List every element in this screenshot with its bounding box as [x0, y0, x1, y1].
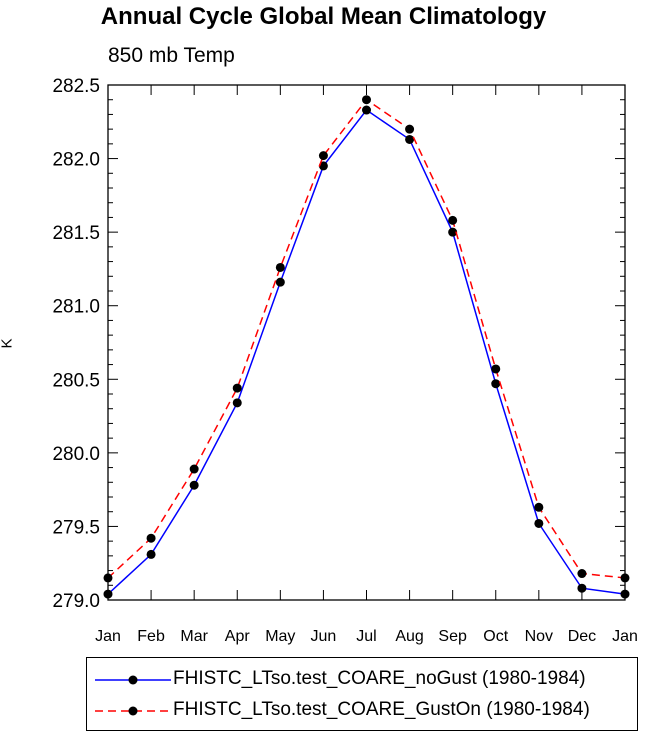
- x-tick-label: May: [265, 628, 295, 645]
- y-tick-label: 280.0: [52, 444, 100, 465]
- series-1-point: [146, 549, 156, 559]
- legend-entry-series-2: FHISTC_LTso.test_COARE_GustOn (1980-1984…: [87, 696, 637, 726]
- x-tick-label: Jul: [356, 628, 376, 645]
- x-tick-label: Feb: [137, 628, 165, 645]
- series-2-point: [362, 95, 371, 105]
- series-1-point: [103, 589, 113, 599]
- x-tick-label: Apr: [225, 628, 251, 645]
- series-2-point: [448, 215, 458, 225]
- legend-label-series-2: FHISTC_LTso.test_COARE_GustOn (1980-1984…: [173, 699, 590, 720]
- series-1-point: [620, 589, 630, 599]
- x-tick-label: Dec: [568, 628, 596, 645]
- series-2-point: [275, 262, 285, 272]
- legend-entry-series-1: FHISTC_LTso.test_COARE_noGust (1980-1984…: [87, 665, 637, 695]
- y-tick-label: 281.5: [52, 223, 100, 244]
- y-tick-label: 279.5: [52, 517, 100, 538]
- series-2-point: [577, 569, 587, 579]
- series-2-point: [146, 533, 156, 543]
- series-2-point: [232, 383, 242, 393]
- y-tick-label: 282.0: [52, 150, 100, 171]
- x-tick-label: Oct: [483, 628, 508, 645]
- series-2-point: [189, 464, 199, 474]
- chart-title: Annual Cycle Global Mean Climatology: [100, 3, 547, 30]
- series-1-point: [232, 398, 242, 408]
- series-1-point: [448, 227, 458, 237]
- x-tick-label: Mar: [180, 628, 208, 645]
- x-tick-label: Nov: [525, 628, 553, 645]
- x-tick-label: Sep: [438, 628, 467, 645]
- legend-label-series-1: FHISTC_LTso.test_COARE_noGust (1980-1984…: [173, 668, 586, 689]
- plot-area: 279.0 279.5 280.0 280.5 281.0 281.5 282.0 282.5…: [52, 76, 638, 645]
- plot-frame: [107, 84, 626, 601]
- series-1-point: [318, 161, 328, 171]
- series-1-point: [189, 480, 199, 490]
- series-1-point: [362, 105, 371, 115]
- y-tick-label: 280.5: [52, 370, 100, 391]
- chart-subtitle: 850 mb Temp: [108, 44, 235, 67]
- x-tick-label: Aug: [395, 628, 423, 645]
- x-tick-label: Jan: [612, 628, 638, 645]
- series-2-point: [405, 124, 415, 134]
- series-line-2: [107, 98, 626, 579]
- series-2-point: [103, 573, 113, 583]
- series-2-point: [534, 502, 544, 512]
- x-tick-label: Jun: [311, 628, 337, 645]
- series-2-point: [318, 151, 328, 161]
- series-1-point: [275, 277, 285, 287]
- series-2-point: [620, 573, 630, 583]
- y-tick-label: 282.5: [52, 76, 100, 97]
- y-tick-label: 279.0: [52, 591, 100, 612]
- legend: FHISTC_LTso.test_COARE_noGust (1980-1984…: [86, 657, 638, 731]
- series-1-point: [405, 134, 415, 144]
- y-tick-label: 281.0: [52, 297, 100, 318]
- series-2-point: [491, 364, 501, 374]
- series-1-point: [577, 583, 587, 593]
- series-1-point: [491, 379, 501, 389]
- legend-marker-series-1: [95, 675, 171, 685]
- x-tick-label: Jan: [95, 628, 121, 645]
- legend-marker-series-2: [95, 706, 171, 716]
- series-1-point: [534, 518, 544, 528]
